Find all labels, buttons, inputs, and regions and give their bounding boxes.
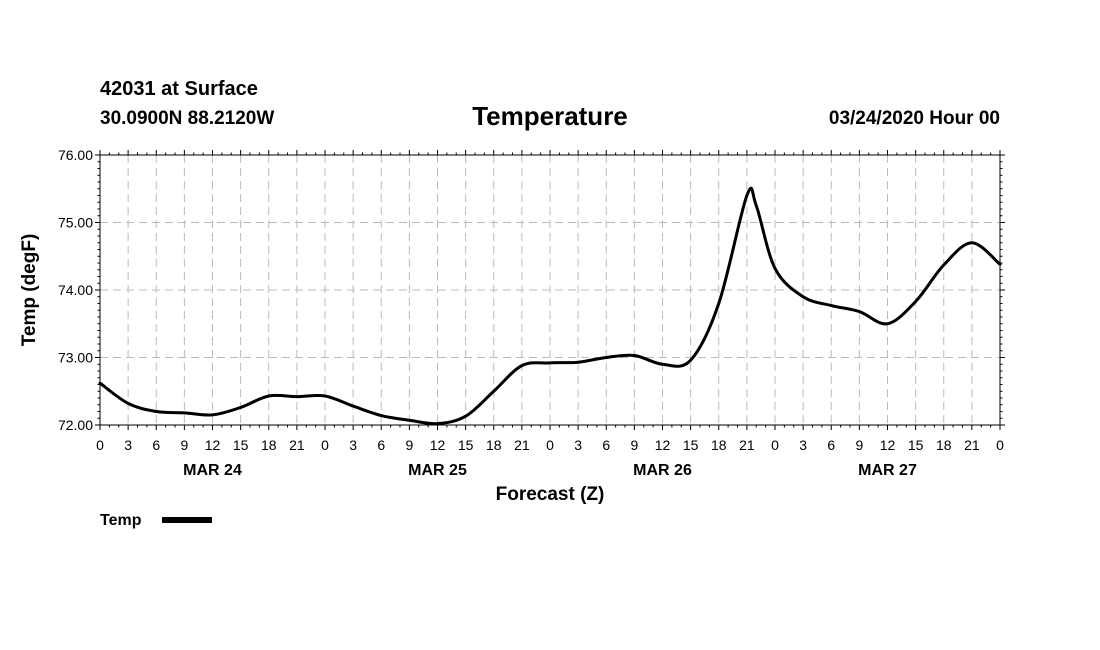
- y-axis: 72.00 73.00 74.00 75.00 76.00: [58, 147, 1005, 433]
- x-tick-label: 9: [855, 437, 863, 453]
- x-tick-label: 9: [630, 437, 638, 453]
- x-tick-label: 9: [405, 437, 413, 453]
- x-tick-label: 9: [180, 437, 188, 453]
- x-tick-label: 6: [602, 437, 610, 453]
- x-tick-label: 0: [96, 437, 104, 453]
- x-tick-label: 15: [683, 437, 699, 453]
- x-tick-label: 15: [908, 437, 924, 453]
- run-time-label: 03/24/2020 Hour 00: [829, 108, 1000, 129]
- x-tick-label: 0: [546, 437, 554, 453]
- day-label: MAR 27: [858, 462, 917, 479]
- coordinates-label: 30.0900N 88.2120W: [100, 108, 274, 129]
- day-label: MAR 25: [408, 462, 467, 479]
- legend-label: Temp: [100, 512, 142, 529]
- chart-title: Temperature: [472, 101, 628, 131]
- x-tick-label: 21: [739, 437, 755, 453]
- y-tick-label: 75.00: [58, 215, 93, 231]
- day-label: MAR 24: [183, 462, 242, 479]
- y-tick-label: 72.00: [58, 417, 93, 433]
- x-tick-label: 6: [152, 437, 160, 453]
- x-tick-label: 0: [771, 437, 779, 453]
- x-tick-label: 0: [321, 437, 329, 453]
- x-tick-label: 18: [936, 437, 952, 453]
- station-label: 42031 at Surface: [100, 78, 258, 100]
- x-tick-label: 6: [827, 437, 835, 453]
- y-tick-label: 73.00: [58, 350, 93, 366]
- y-axis-title: Temp (degF): [19, 234, 40, 347]
- x-tick-label: 6: [377, 437, 385, 453]
- y-tick-label: 76.00: [58, 147, 93, 163]
- grid-lines: [100, 155, 1000, 425]
- x-tick-label: 15: [233, 437, 249, 453]
- x-tick-label: 18: [486, 437, 502, 453]
- x-tick-label: 21: [964, 437, 980, 453]
- x-tick-label: 12: [430, 437, 446, 453]
- x-tick-label: 18: [711, 437, 727, 453]
- x-tick-label: 12: [205, 437, 221, 453]
- legend: Temp: [100, 512, 212, 529]
- y-tick-label: 74.00: [58, 282, 93, 298]
- x-tick-label: 3: [799, 437, 807, 453]
- day-label: MAR 26: [633, 462, 692, 479]
- x-tick-label: 12: [880, 437, 896, 453]
- x-tick-label: 0: [996, 437, 1004, 453]
- plot-frame: [99, 154, 1001, 426]
- x-tick-label: 15: [458, 437, 474, 453]
- series-line-temp: [98, 186, 1002, 426]
- day-labels: MAR 24 MAR 25 MAR 26 MAR 27: [183, 462, 917, 479]
- x-tick-label: 21: [514, 437, 530, 453]
- x-tick-label: 3: [574, 437, 582, 453]
- x-tick-label: 3: [349, 437, 357, 453]
- x-tick-label: 12: [655, 437, 671, 453]
- x-tick-label: 3: [124, 437, 132, 453]
- x-axis-title: Forecast (Z): [496, 484, 605, 505]
- x-tick-label: 21: [289, 437, 305, 453]
- x-tick-label: 18: [261, 437, 277, 453]
- series-layer: [98, 186, 1002, 426]
